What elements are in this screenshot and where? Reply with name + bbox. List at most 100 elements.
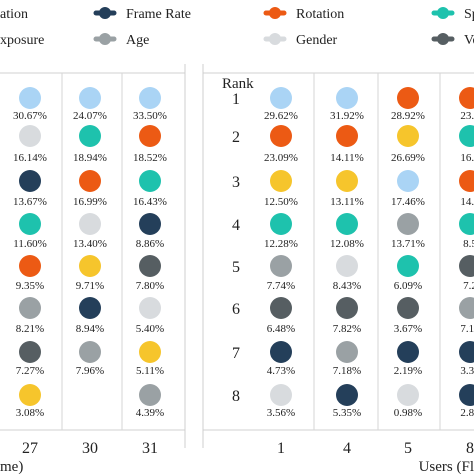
legend-marker-ve: [437, 33, 449, 45]
legend-label-sp: Sp: [464, 7, 474, 22]
rank-tick-label: 7: [232, 345, 240, 362]
cell-marker-frame-rate: [459, 341, 474, 363]
cell-value-label: 5.11%: [136, 365, 164, 377]
cell-marker-age: [397, 213, 419, 235]
cell-marker-gender: [336, 255, 358, 277]
rank-tick-label: 3: [232, 174, 240, 191]
cell-value-label: 14.8: [460, 196, 474, 208]
cell-marker-gender: [79, 213, 101, 235]
cell-marker-yellow: [270, 170, 292, 192]
cell-marker-frame-rate: [459, 384, 474, 406]
cell-marker-light-blue: [79, 87, 101, 109]
cell-value-label: 3.08%: [16, 407, 44, 419]
x-axis-label: Users (Fl: [419, 459, 474, 474]
cell-marker-sp: [270, 213, 292, 235]
legend-label-ation: ation: [0, 7, 28, 22]
cell-marker-light-blue: [139, 87, 161, 109]
cell-marker-rotation: [459, 87, 474, 109]
x-tick-label: 27: [22, 440, 38, 457]
cell-value-label: 3.56%: [267, 407, 295, 419]
x-tick-label: 5: [404, 440, 412, 457]
cell-value-label: 3.31: [460, 365, 474, 377]
cell-value-label: 13.71%: [391, 238, 425, 250]
rank-tick-label: 2: [232, 129, 240, 146]
cell-marker-age: [79, 341, 101, 363]
legend-label-ve: Ve: [464, 33, 474, 48]
cell-value-label: 2.19%: [394, 365, 422, 377]
cell-marker-ve: [397, 297, 419, 319]
cell-value-label: 13.11%: [330, 196, 364, 208]
cell-marker-age: [270, 255, 292, 277]
cell-marker-rotation: [397, 87, 419, 109]
cell-marker-sp: [336, 213, 358, 235]
cell-marker-gender: [19, 125, 41, 147]
cell-value-label: 12.28%: [264, 238, 298, 250]
cell-marker-sp: [19, 213, 41, 235]
cell-marker-sp: [139, 170, 161, 192]
cell-value-label: 18.52%: [133, 152, 167, 164]
x-tick-label: 4: [343, 440, 351, 457]
cell-marker-light-blue: [397, 170, 419, 192]
cell-value-label: 28.92%: [391, 110, 425, 122]
cell-marker-frame-rate: [397, 341, 419, 363]
cell-marker-sp: [459, 125, 474, 147]
cell-value-label: 7.80%: [136, 280, 164, 292]
cell-value-label: 24.07%: [73, 110, 107, 122]
cell-value-label: 18.94%: [73, 152, 107, 164]
cell-marker-age: [139, 384, 161, 406]
cell-value-label: 7.18%: [333, 365, 361, 377]
rank-tick-label: 1: [232, 91, 240, 108]
cell-marker-ve: [270, 297, 292, 319]
rank-tick-label: 8: [232, 388, 240, 405]
cell-value-label: 8.5: [463, 238, 474, 250]
cell-value-label: 16.14%: [13, 152, 47, 164]
cell-value-label: 26.69%: [391, 152, 425, 164]
legend: ation Frame Rate Rotation Sp xposure Age Gende…: [0, 7, 474, 48]
cell-marker-ve: [336, 297, 358, 319]
rank-axis-label: Rank: [222, 76, 254, 92]
x-axis-label: me): [0, 459, 23, 474]
cell-marker-ve: [19, 341, 41, 363]
cell-marker-rotation: [459, 170, 474, 192]
legend-label-frame-rate: Frame Rate: [126, 7, 191, 22]
cell-value-label: 12.08%: [330, 238, 364, 250]
cell-value-label: 16.6: [460, 152, 474, 164]
cell-marker-yellow: [19, 384, 41, 406]
legend-label-gender: Gender: [296, 33, 338, 48]
cell-value-label: 6.09%: [394, 280, 422, 292]
cell-value-label: 29.62%: [264, 110, 298, 122]
cell-marker-frame-rate: [270, 341, 292, 363]
cell-marker-rotation: [139, 125, 161, 147]
cell-marker-light-blue: [270, 87, 292, 109]
cell-value-label: 4.73%: [267, 365, 295, 377]
right-panel: 29.62% 23.09% 12.50% 12.28% 7.74% 6.48% 4.73% 3…: [202, 64, 474, 474]
cell-marker-frame-rate: [139, 213, 161, 235]
legend-marker-rotation: [269, 7, 281, 19]
cell-marker-rotation: [79, 170, 101, 192]
cell-value-label: 16.43%: [133, 196, 167, 208]
cell-value-label: 14.11%: [330, 152, 364, 164]
cell-value-label: 31.92%: [330, 110, 364, 122]
cell-marker-light-blue: [19, 87, 41, 109]
cell-value-label: 8.86%: [136, 238, 164, 250]
cell-value-label: 5.40%: [136, 323, 164, 335]
cell-value-label: 33.50%: [133, 110, 167, 122]
cell-marker-ve: [139, 255, 161, 277]
legend-marker-gender: [269, 33, 281, 45]
cell-value-label: 7.27%: [16, 365, 44, 377]
cell-value-label: 8.43%: [333, 280, 361, 292]
cell-value-label: 0.98%: [394, 407, 422, 419]
legend-label-rotation: Rotation: [296, 7, 344, 22]
cell-marker-rotation: [336, 125, 358, 147]
cell-marker-sp: [397, 255, 419, 277]
cell-marker-yellow: [397, 125, 419, 147]
cell-value-label: 23.09%: [264, 152, 298, 164]
x-tick-label: 30: [82, 440, 98, 457]
cell-value-label: 7.19: [460, 323, 474, 335]
cell-marker-sp: [79, 125, 101, 147]
cell-value-label: 7.2: [463, 280, 474, 292]
legend-marker-sp: [437, 7, 449, 19]
cell-marker-age: [459, 297, 474, 319]
